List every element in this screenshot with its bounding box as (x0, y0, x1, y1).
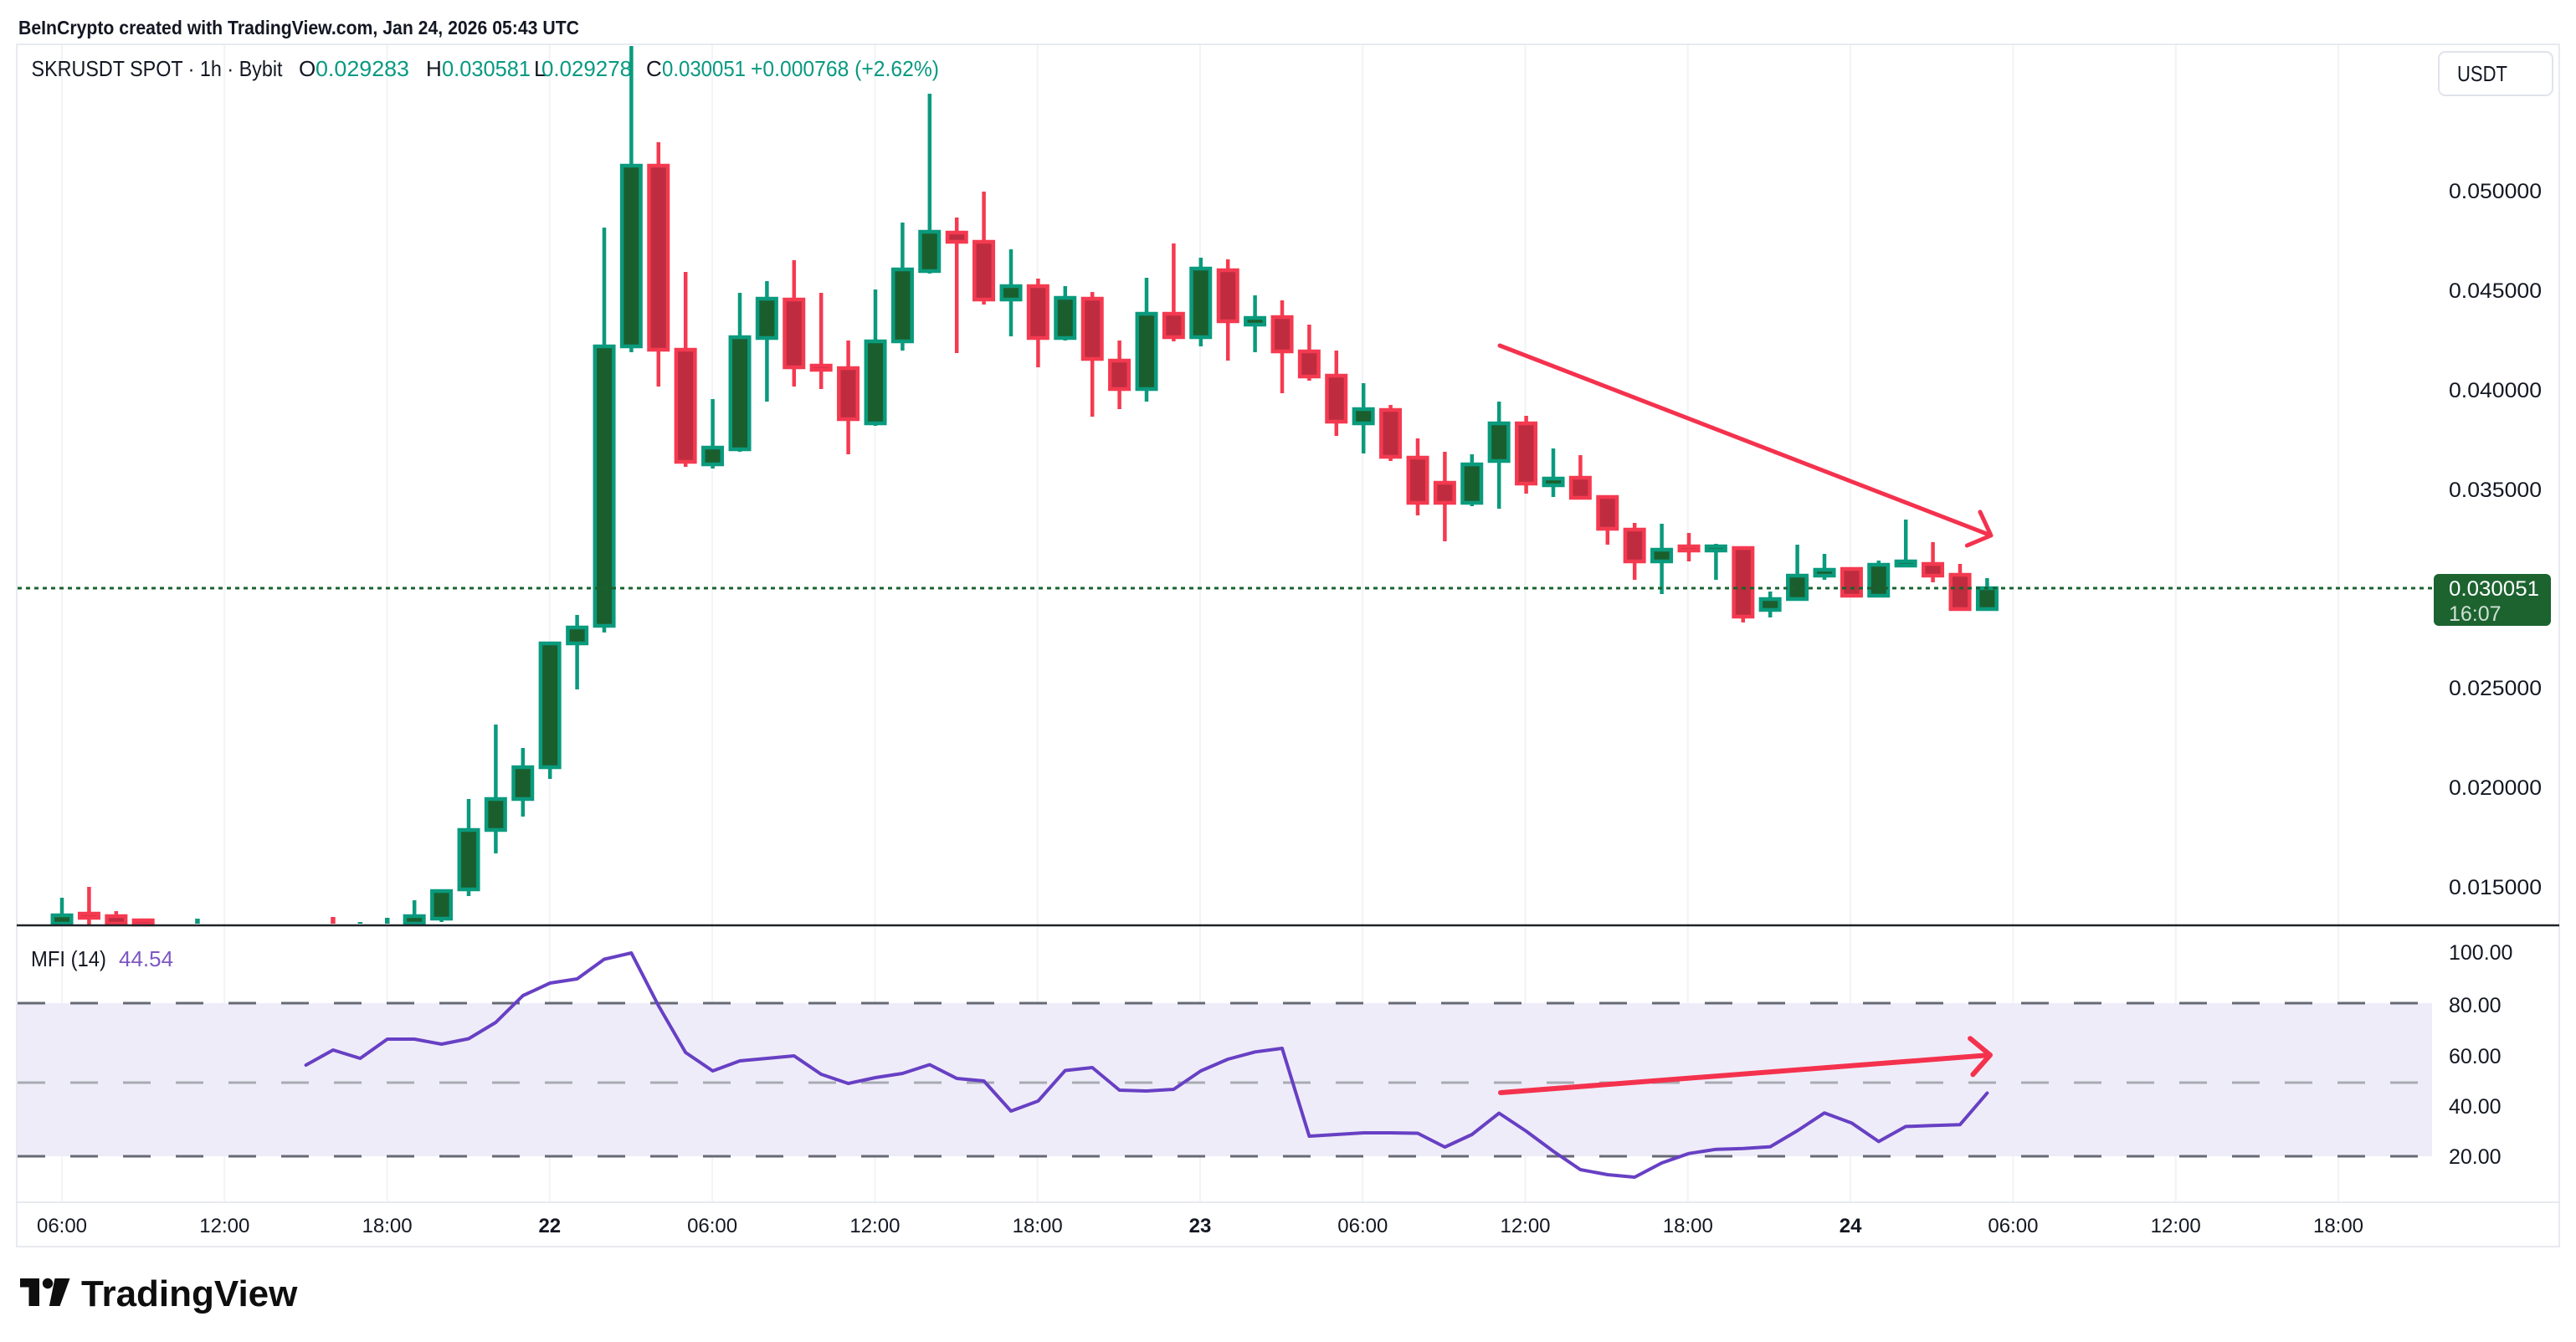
svg-text:0.045000: 0.045000 (2449, 279, 2542, 303)
svg-text:24: 24 (1840, 1215, 1862, 1237)
svg-text:06:00: 06:00 (1988, 1215, 2038, 1237)
svg-text:06:00: 06:00 (37, 1215, 87, 1237)
svg-text:18:00: 18:00 (362, 1215, 413, 1237)
svg-text:12:00: 12:00 (849, 1215, 900, 1237)
svg-text:22: 22 (538, 1215, 561, 1237)
svg-text:06:00: 06:00 (687, 1215, 737, 1237)
svg-text:+0.000768 (+2.62%): +0.000768 (+2.62%) (751, 56, 939, 81)
svg-text:0.035000: 0.035000 (2449, 479, 2542, 502)
svg-text:12:00: 12:00 (199, 1215, 249, 1237)
svg-text:80.00: 80.00 (2449, 994, 2502, 1017)
svg-text:USDT: USDT (2457, 61, 2507, 86)
svg-text:0.050000: 0.050000 (2449, 180, 2542, 203)
svg-text:0.025000: 0.025000 (2449, 677, 2542, 700)
svg-text:18:00: 18:00 (2313, 1215, 2363, 1237)
svg-text:O: O (299, 56, 316, 81)
svg-text:BeInCrypto created with Tradin: BeInCrypto created with TradingView.com,… (18, 17, 579, 38)
svg-text:12:00: 12:00 (2151, 1215, 2201, 1237)
svg-text:0.040000: 0.040000 (2449, 379, 2542, 402)
svg-text:16:07: 16:07 (2449, 602, 2502, 626)
svg-text:60.00: 60.00 (2449, 1045, 2502, 1068)
svg-text:0.030051: 0.030051 (662, 56, 746, 81)
svg-text:SKRUSDT SPOT · 1h · Bybit: SKRUSDT SPOT · 1h · Bybit (32, 56, 284, 81)
svg-text:H: H (426, 56, 442, 81)
svg-text:0.030581: 0.030581 (442, 56, 531, 81)
svg-text:0.029278: 0.029278 (541, 56, 632, 81)
svg-text:C: C (646, 56, 662, 81)
svg-text:23: 23 (1189, 1215, 1212, 1237)
svg-text:20.00: 20.00 (2449, 1145, 2502, 1169)
svg-text:40.00: 40.00 (2449, 1095, 2502, 1119)
svg-text:18:00: 18:00 (1663, 1215, 1713, 1237)
svg-text:MFI (14): MFI (14) (31, 946, 106, 971)
svg-text:18:00: 18:00 (1013, 1215, 1063, 1237)
svg-text:0.029283: 0.029283 (316, 56, 409, 81)
svg-text:100.00: 100.00 (2449, 941, 2512, 965)
svg-text:TradingView: TradingView (81, 1273, 298, 1314)
svg-text:0.015000: 0.015000 (2449, 876, 2542, 899)
svg-text:12:00: 12:00 (1500, 1215, 1550, 1237)
svg-text:0.020000: 0.020000 (2449, 776, 2542, 800)
svg-text:0.030051: 0.030051 (2449, 577, 2539, 601)
svg-text:06:00: 06:00 (1337, 1215, 1388, 1237)
svg-text:44.54: 44.54 (119, 946, 173, 971)
svg-text:L: L (534, 56, 546, 81)
